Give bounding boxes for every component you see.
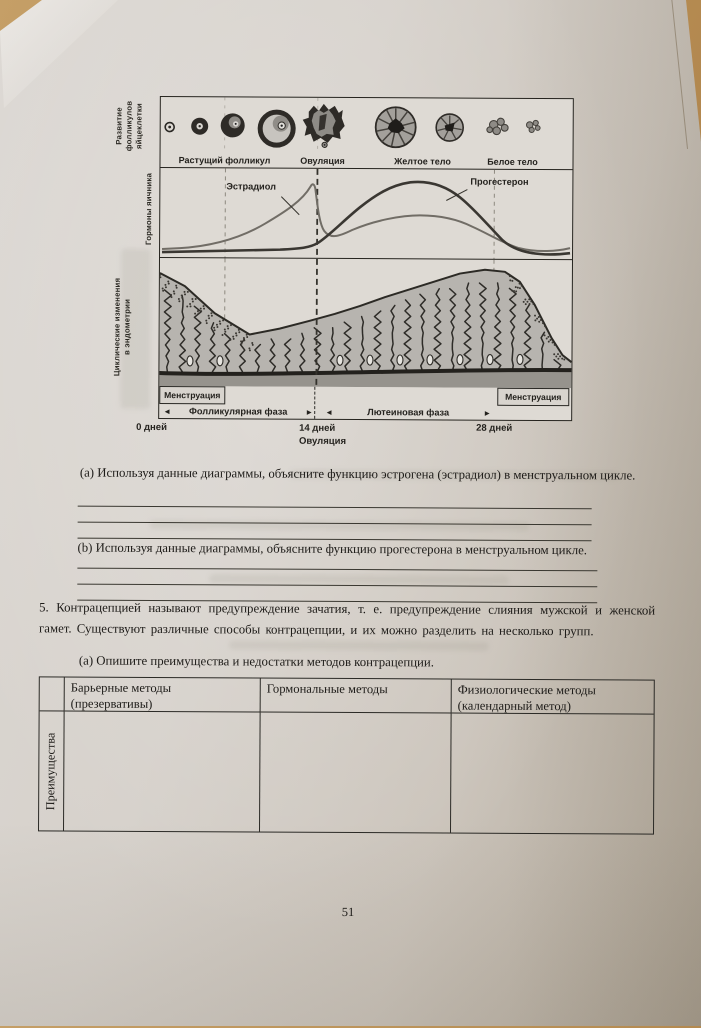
follicular-phase-label: Фолликулярная фаза [189, 406, 287, 417]
table-cell-empty [64, 712, 261, 832]
side-label-follicle-development: Развитие фолликулов яйцеклетки [114, 91, 145, 161]
ovulation-tick-label: Овуляция [299, 436, 346, 447]
day0-label: 0 дней [136, 422, 167, 433]
menstruation-box-left: Менструация [159, 386, 225, 404]
arrow-right-icon: ► [483, 408, 491, 417]
table-header-physiological: Физиологические методы (календарный мето… [452, 680, 654, 715]
menstruation-box-right: Менструация [497, 388, 569, 406]
day28-label: 28 дней [476, 423, 512, 434]
contraception-table: Барьерные методы (презервативы) Гормонал… [38, 676, 655, 834]
arrow-left-icon: ◄ [325, 407, 333, 416]
question-5a-text: (а) Опишите преимущества и недостатки ме… [79, 651, 639, 675]
arrow-left-icon: ◄ [163, 407, 171, 416]
stage-label-corpus-albicans: Белое тело [467, 157, 557, 167]
answer-lines-a [78, 491, 592, 542]
answer-lines-b [77, 553, 597, 604]
table-corner-cell [40, 677, 65, 711]
menstruation-left-label: Менструация [164, 390, 220, 400]
menstrual-cycle-diagram: Растущий фолликул Овуляция Желтое тело Б… [158, 96, 574, 421]
arrow-right-icon: ► [305, 407, 313, 416]
side-label-ovary-hormones: Гормоны яичника [144, 163, 155, 255]
table-cell-empty [451, 714, 654, 834]
bleed-through-smudge [229, 640, 489, 650]
ovulation-dashed-line [314, 387, 315, 419]
stage-label-corpus-luteum: Желтое тело [372, 156, 472, 167]
stage-label-ovulation: Овуляция [282, 156, 362, 166]
page-number: 51 [0, 903, 699, 922]
table-row-label-cell: Преимущества [39, 711, 65, 830]
advantages-row-label: Преимущества [43, 732, 59, 810]
menstruation-right-label: Менструация [505, 392, 561, 402]
table-header-hormonal: Гормональные методы [261, 679, 452, 714]
table-cell-empty [260, 713, 452, 833]
luteal-phase-label: Лютеиновая фаза [367, 407, 449, 417]
follicle-development-panel: Растущий фолликул Овуляция Желтое тело Б… [160, 97, 572, 169]
table-header-barrier: Барьерные методы (презервативы) [65, 678, 261, 713]
side-label-endometrium-changes: Циклические изменения в эндометрии [112, 262, 133, 392]
follicle-stages-illustration [161, 97, 573, 151]
question-a-text: (a) Используя данные диаграммы, объяснит… [80, 463, 642, 487]
endometrium-panel: Менструация Менструация ◄ Фолликулярная … [159, 257, 572, 420]
stage-label-growing-follicle: Растущий фолликул [160, 155, 288, 166]
endometrium-illustration [159, 258, 572, 388]
follicular-phase-row: ◄ Фолликулярная фаза ► [163, 404, 313, 419]
progesterone-curve-label: Прогестерон [470, 177, 528, 187]
luteal-phase-row: ◄ Лютеиновая фаза ► [325, 405, 491, 420]
day14-label: 14 дней [299, 423, 335, 434]
ovary-hormones-panel: Эстрадиол Прогестерон [160, 167, 572, 259]
estradiol-curve-label: Эстрадиол [226, 181, 276, 191]
question-5-text: 5. Контрацепцией называют предупреждение… [39, 597, 655, 642]
